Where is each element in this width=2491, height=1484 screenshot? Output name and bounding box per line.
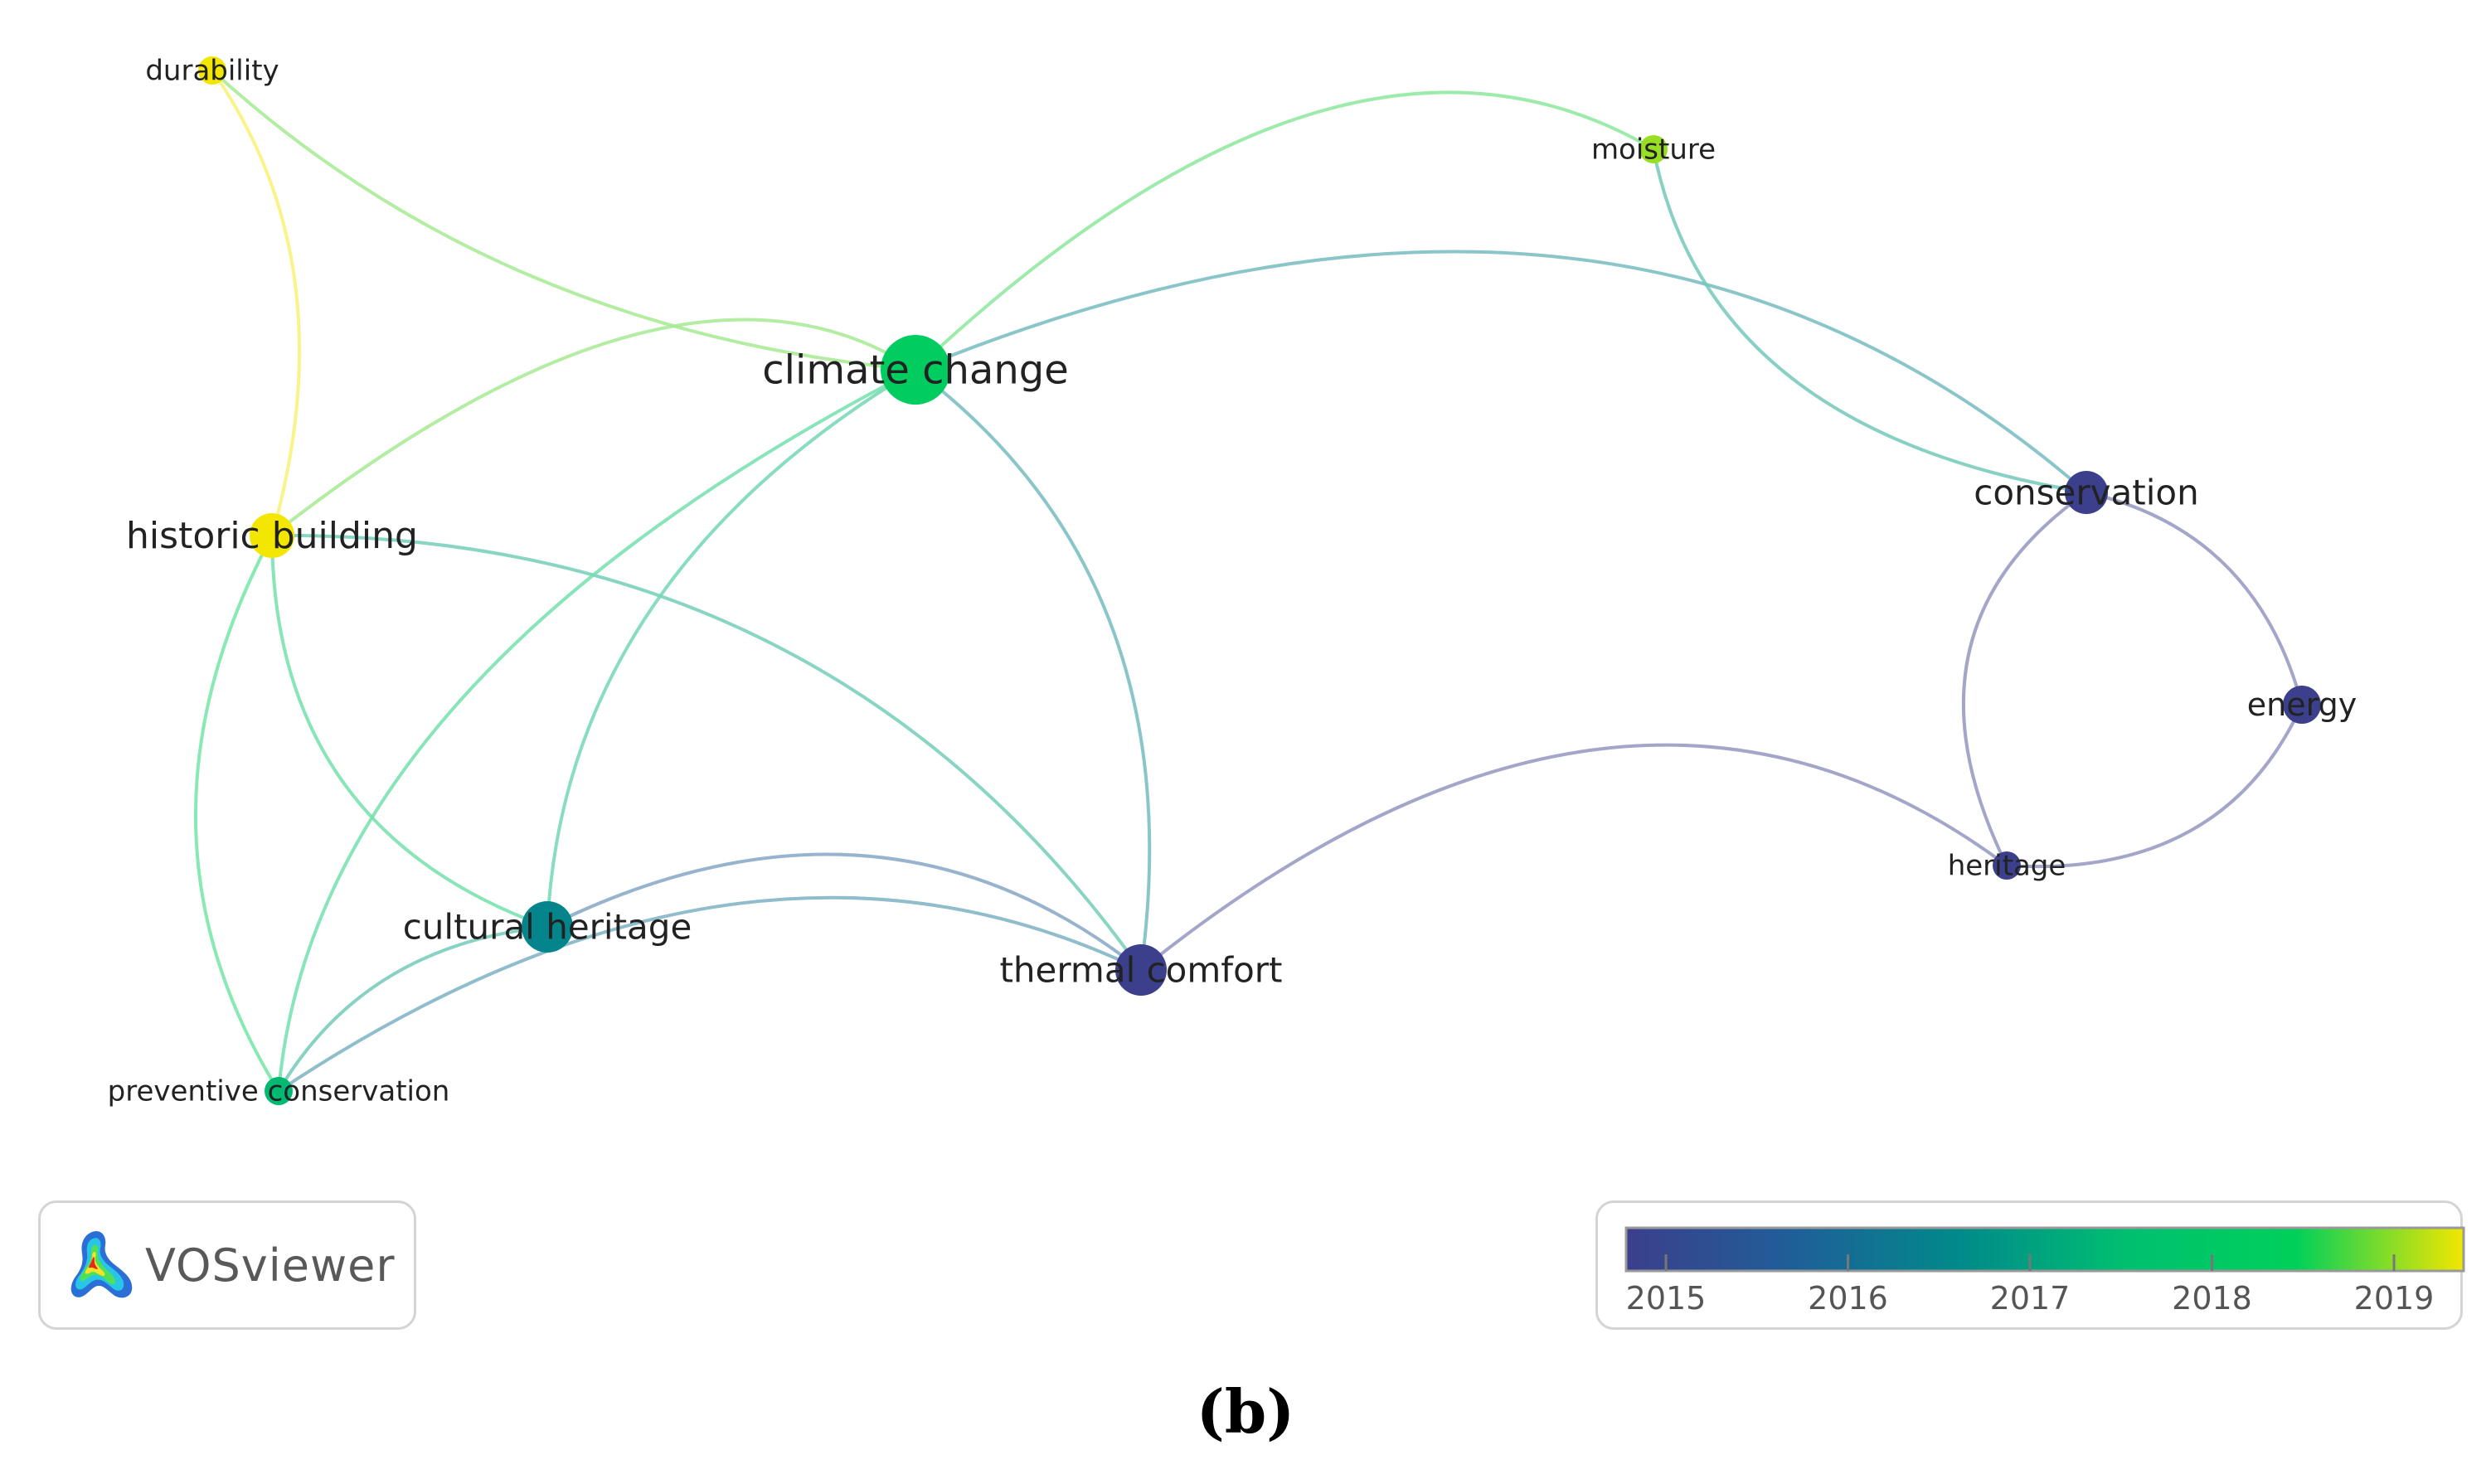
legend-ticks: 2015 2016 2017 2018 2019 — [1626, 1254, 2435, 1317]
node-label-durability: durability — [145, 55, 279, 88]
link-climate-change-conservation — [915, 250, 2088, 494]
legend-tick-label: 2017 — [1990, 1280, 2071, 1317]
link-conservation-heritage — [1961, 491, 2088, 866]
node-heritage[interactable] — [1993, 851, 2021, 880]
node-historic-building[interactable] — [250, 513, 294, 558]
figure-caption: (b) — [1196, 1376, 1295, 1447]
year-color-scale: 2015 2016 2017 2018 2019 — [1624, 1226, 2465, 1317]
link-climate-change-cultural-heritage — [546, 368, 917, 928]
nodes-layer — [198, 56, 2321, 1105]
labels-layer: durability moisture climate change historic… — [108, 55, 2357, 1108]
node-energy[interactable] — [2283, 686, 2321, 724]
node-climate-change[interactable] — [881, 335, 950, 405]
link-climate-change-thermal-comfort — [914, 368, 1152, 971]
links-layer — [194, 69, 2304, 1093]
legend-tick-label: 2015 — [1626, 1280, 1707, 1317]
link-climate-change-preventive-conservation — [277, 368, 916, 1092]
link-historic-building-climate-change — [270, 318, 917, 537]
link-heritage-thermal-comfort — [1139, 743, 2008, 972]
link-conservation-energy — [2086, 491, 2304, 706]
link-moisture-conservation — [1652, 148, 2087, 494]
year-color-legend: 2015 2016 2017 2018 2019 — [1595, 1200, 2465, 1330]
vosviewer-logo-box: VOSviewer — [38, 1200, 416, 1330]
vosviewer-logo-icon — [70, 1230, 133, 1298]
node-label-conservation: conservation — [1974, 472, 2198, 512]
legend-tick-label: 2018 — [2172, 1280, 2252, 1317]
link-cultural-heritage-thermal-comfort — [546, 852, 1143, 972]
link-durability-climate-change — [211, 69, 916, 371]
node-label-heritage: heritage — [1948, 850, 2066, 883]
legend-gradient-bar — [1624, 1226, 2465, 1273]
node-preventive-conservation[interactable] — [265, 1077, 293, 1105]
node-label-climate-change: climate change — [762, 347, 1069, 393]
link-climate-change-moisture — [914, 90, 1655, 371]
link-durability-historic-building — [211, 69, 302, 536]
link-historic-building-preventive-conservation — [194, 535, 280, 1093]
node-moisture[interactable] — [1639, 135, 1668, 163]
node-label-historic-building: historic building — [126, 515, 418, 557]
vosviewer-logo-text: VOSviewer — [145, 1239, 396, 1292]
legend-tick-label: 2016 — [1808, 1280, 1888, 1317]
node-label-cultural-heritage: cultural heritage — [403, 906, 692, 947]
legend-tick-label: 2019 — [2354, 1280, 2435, 1317]
node-label-energy: energy — [2247, 686, 2357, 723]
link-historic-building-cultural-heritage — [270, 535, 548, 929]
node-thermal-comfort[interactable] — [1115, 944, 1167, 996]
link-preventive-conservation-thermal-comfort — [277, 895, 1142, 1093]
link-energy-heritage — [2006, 704, 2304, 869]
node-label-preventive-conservation: preventive conservation — [108, 1075, 450, 1108]
node-label-moisture: moisture — [1591, 133, 1716, 167]
link-cultural-heritage-preventive-conservation — [277, 925, 548, 1093]
node-label-thermal-comfort: thermal comfort — [999, 949, 1282, 990]
link-historic-building-thermal-comfort — [271, 533, 1143, 972]
node-cultural-heritage[interactable] — [522, 901, 573, 953]
node-durability[interactable] — [198, 56, 226, 85]
node-conservation[interactable] — [2065, 471, 2108, 514]
network-map: durability moisture climate change historic… — [108, 55, 2357, 1108]
